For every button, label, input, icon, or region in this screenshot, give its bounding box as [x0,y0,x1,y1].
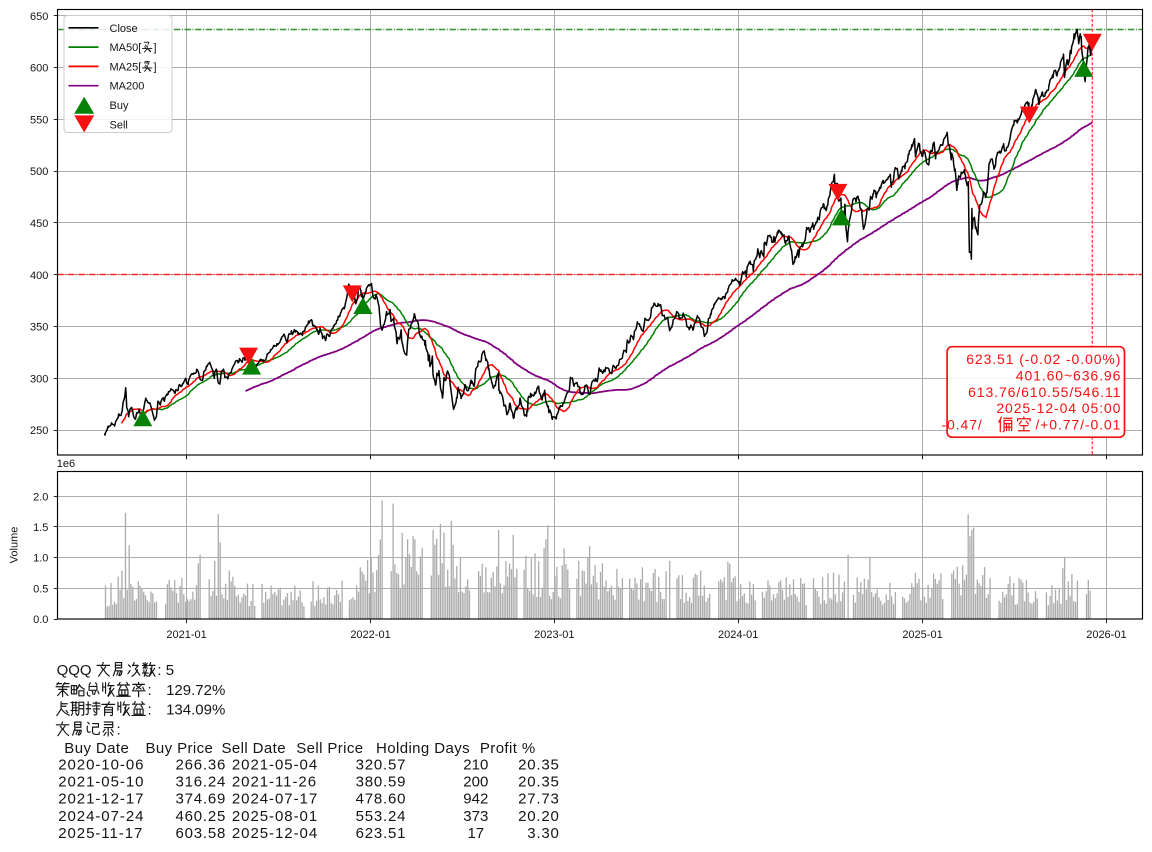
svg-text:1.5: 1.5 [33,522,48,534]
svg-text:2021-01: 2021-01 [166,629,206,641]
svg-text:Sell Date: Sell Date [222,740,286,757]
svg-text:1.0: 1.0 [33,553,48,565]
svg-text:2026-01: 2026-01 [1086,629,1126,641]
svg-text:2024-07-17: 2024-07-17 [232,791,318,808]
svg-text:380.59: 380.59 [356,774,407,791]
svg-text:20.20: 20.20 [518,808,560,825]
svg-text:400: 400 [30,270,48,282]
svg-text:2020-10-06: 2020-10-06 [58,756,144,773]
svg-text:250: 250 [30,425,48,437]
svg-text:603.58: 603.58 [176,825,227,842]
svg-text:2021-11-26: 2021-11-26 [232,774,317,791]
svg-text:Close: Close [110,23,138,35]
svg-text:27.73: 27.73 [518,791,560,808]
svg-text:460.25: 460.25 [176,808,227,825]
svg-text:2.0: 2.0 [33,491,48,503]
svg-text:Holding Days: Holding Days [376,740,470,757]
svg-text:134.09%: 134.09% [166,701,225,718]
svg-text:129.72%: 129.72% [166,682,225,699]
svg-text:17: 17 [467,825,484,842]
svg-text:374.69: 374.69 [176,791,227,808]
svg-text:550: 550 [30,114,48,126]
svg-text:Buy Price: Buy Price [146,740,214,757]
svg-text:Profit %: Profit % [480,740,536,757]
svg-text:]: ] [154,61,157,73]
svg-text:: 5: : 5 [157,662,174,679]
svg-text:942: 942 [463,791,488,808]
svg-text:600: 600 [30,63,48,75]
svg-text:]: ] [154,42,157,54]
svg-text:1e6: 1e6 [57,458,75,470]
svg-text:401.60~636.96: 401.60~636.96 [1016,368,1122,384]
svg-text:450: 450 [30,218,48,230]
svg-text:623.51: 623.51 [356,825,407,842]
svg-text:0.5: 0.5 [33,583,48,595]
svg-text::: : [148,682,152,699]
svg-text:2021-05-04: 2021-05-04 [232,756,318,773]
svg-text:320.57: 320.57 [356,756,407,773]
svg-text:2023-01: 2023-01 [534,629,574,641]
svg-text:0.0: 0.0 [33,614,48,626]
svg-text:300: 300 [30,373,48,385]
svg-text:2025-12-04 05:00: 2025-12-04 05:00 [996,400,1121,416]
svg-text:2024-07-24: 2024-07-24 [58,808,144,825]
svg-text:553.24: 553.24 [356,808,407,825]
svg-text:20.35: 20.35 [518,756,560,773]
svg-text:Volume: Volume [9,527,21,564]
svg-text:2021-12-17: 2021-12-17 [58,791,144,808]
svg-text:2025-11-17: 2025-11-17 [58,825,143,842]
svg-text:2025-08-01: 2025-08-01 [232,808,318,825]
svg-text:316.24: 316.24 [176,774,227,791]
svg-text:200: 200 [463,774,488,791]
svg-text:2022-01: 2022-01 [350,629,390,641]
svg-text:210: 210 [463,756,488,773]
svg-text:MA25[: MA25[ [110,61,142,73]
svg-text:Buy Date: Buy Date [64,740,129,757]
svg-text:613.76/610.55/546.11: 613.76/610.55/546.11 [968,384,1121,400]
svg-text:20.35: 20.35 [518,774,560,791]
svg-text::: : [117,722,121,739]
svg-text:3.30: 3.30 [527,825,559,842]
svg-text:500: 500 [30,166,48,178]
svg-text:623.51 (-0.02 -0.00%): 623.51 (-0.02 -0.00%) [966,351,1121,367]
svg-text:MA50[: MA50[ [110,42,142,54]
svg-text::: : [148,701,152,718]
svg-text:Sell Price: Sell Price [296,740,363,757]
svg-text:373: 373 [463,808,488,825]
svg-text:478.60: 478.60 [356,791,407,808]
svg-text:MA200: MA200 [110,81,145,93]
svg-text:-0.47/: -0.47/ [942,417,983,433]
svg-text:Sell: Sell [110,119,128,131]
svg-text:2025-01: 2025-01 [902,629,942,641]
svg-text:650: 650 [30,11,48,23]
svg-text:2021-05-10: 2021-05-10 [58,774,144,791]
svg-text:350: 350 [30,322,48,334]
svg-text:266.36: 266.36 [176,756,227,773]
svg-text:2025-12-04: 2025-12-04 [232,825,318,842]
svg-text:/+0.77/-0.01: /+0.77/-0.01 [1035,417,1121,433]
svg-text:Buy: Buy [110,100,129,112]
svg-text:QQQ: QQQ [57,662,92,679]
svg-text:2024-01: 2024-01 [718,629,758,641]
